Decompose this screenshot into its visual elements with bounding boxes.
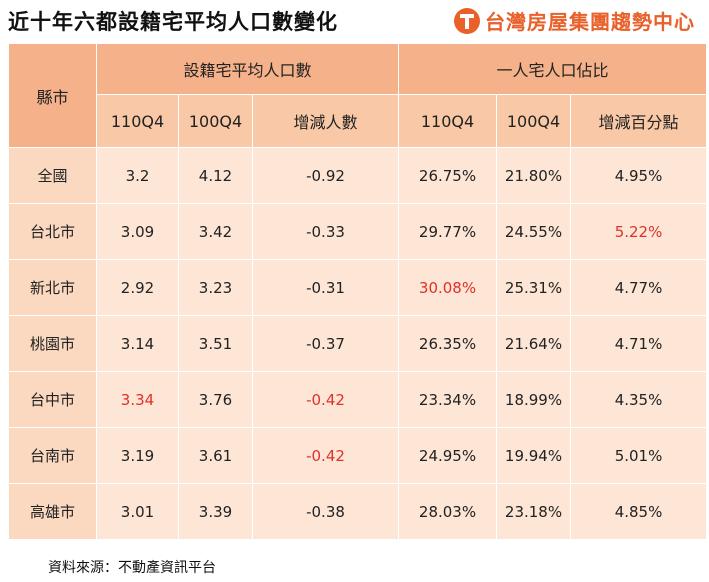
value-cell: 3.23 (178, 259, 253, 316)
table-row: 高雄市 3.01 3.39 -0.38 28.03% 23.18% 4.85% (8, 483, 708, 540)
sub-header: 100Q4 (178, 94, 253, 148)
value-cell: 2.92 (96, 259, 179, 316)
value-cell: 21.80% (496, 147, 572, 204)
sub-header: 110Q4 (96, 94, 179, 148)
group-header-single-share: 一人宅人口佔比 (398, 43, 708, 95)
value-cell: -0.92 (251, 147, 400, 204)
taiwan-realty-logo-icon (454, 7, 480, 34)
value-cell: 21.64% (496, 315, 572, 372)
brand-name: 台灣房屋集團趨勢中心 (485, 10, 695, 34)
value-cell: 3.39 (178, 483, 253, 540)
value-cell: 3.61 (178, 427, 253, 484)
value-cell: 25.31% (496, 259, 572, 316)
header-sub-row: 110Q4 100Q4 增減人數 110Q4 100Q4 增減百分點 (9, 94, 708, 148)
value-cell: 24.95% (398, 427, 498, 484)
region-cell: 台南市 (8, 427, 97, 484)
value-cell: 26.35% (398, 315, 498, 372)
value-cell: 3.01 (96, 483, 179, 540)
value-cell: 4.85% (570, 483, 708, 540)
table-row: 新北市 2.92 3.23 -0.31 30.08% 25.31% 4.77% (8, 259, 708, 316)
value-cell: 18.99% (496, 371, 572, 428)
sub-header: 110Q4 (398, 94, 498, 148)
value-cell: 29.77% (398, 203, 498, 260)
region-cell: 新北市 (8, 259, 97, 316)
brand: 台灣房屋集團趨勢中心 (453, 6, 695, 35)
value-cell: 4.71% (570, 315, 708, 372)
highlighted-value-cell: 30.08% (398, 259, 498, 316)
value-cell: 3.76 (178, 371, 253, 428)
value-cell: 19.94% (496, 427, 572, 484)
table-row: 台南市 3.19 3.61 -0.42 24.95% 19.94% 5.01% (8, 427, 708, 484)
highlighted-value-cell: 5.22% (570, 203, 708, 260)
value-cell: -0.38 (251, 483, 400, 540)
region-cell: 高雄市 (8, 483, 97, 540)
value-cell: -0.33 (251, 203, 400, 260)
table-row: 台北市 3.09 3.42 -0.33 29.77% 24.55% 5.22% (8, 203, 708, 260)
header-group-row: 縣市 設籍宅平均人口數 一人宅人口佔比 (8, 43, 708, 148)
region-cell: 台中市 (8, 371, 97, 428)
value-cell: 3.2 (96, 147, 179, 204)
sub-header: 增減人數 (251, 94, 400, 148)
group-header-avg-population: 設籍宅平均人口數 (95, 43, 400, 95)
value-cell: 4.77% (570, 259, 708, 316)
value-cell: 23.18% (496, 483, 572, 540)
value-cell: 5.01% (570, 427, 708, 484)
region-cell: 全國 (8, 147, 97, 204)
value-cell: 4.35% (570, 371, 708, 428)
source-note: 資料來源：不動產資訊平台 (48, 560, 216, 576)
sub-header: 100Q4 (496, 94, 572, 148)
value-cell: -0.31 (251, 259, 400, 316)
value-cell: 4.12 (178, 147, 253, 204)
data-table: 縣市 設籍宅平均人口數 一人宅人口佔比 110Q4 100Q4 增減人數 110… (8, 43, 708, 540)
value-cell: 3.19 (96, 427, 179, 484)
value-cell: -0.37 (251, 315, 400, 372)
value-cell: 3.51 (178, 315, 253, 372)
value-cell: 3.14 (96, 315, 179, 372)
table-row: 全國 3.2 4.12 -0.92 26.75% 21.80% 4.95% (8, 147, 708, 204)
sub-header: 增減百分點 (570, 94, 708, 148)
highlighted-value-cell: -0.42 (251, 427, 400, 484)
highlighted-value-cell: 3.34 (96, 371, 179, 428)
value-cell: 4.95% (570, 147, 708, 204)
highlighted-value-cell: -0.42 (251, 371, 400, 428)
value-cell: 3.09 (96, 203, 179, 260)
value-cell: 24.55% (496, 203, 572, 260)
value-cell: 28.03% (398, 483, 498, 540)
table-row: 桃園市 3.14 3.51 -0.37 26.35% 21.64% 4.71% (8, 315, 708, 372)
value-cell: 26.75% (398, 147, 498, 204)
table-row: 台中市 3.34 3.76 -0.42 23.34% 18.99% 4.35% (8, 371, 708, 428)
county-header: 縣市 (8, 43, 97, 148)
value-cell: 3.42 (178, 203, 253, 260)
region-cell: 桃園市 (8, 315, 97, 372)
value-cell: 23.34% (398, 371, 498, 428)
page-title: 近十年六都設籍宅平均人口數變化 (8, 10, 338, 34)
region-cell: 台北市 (8, 203, 97, 260)
